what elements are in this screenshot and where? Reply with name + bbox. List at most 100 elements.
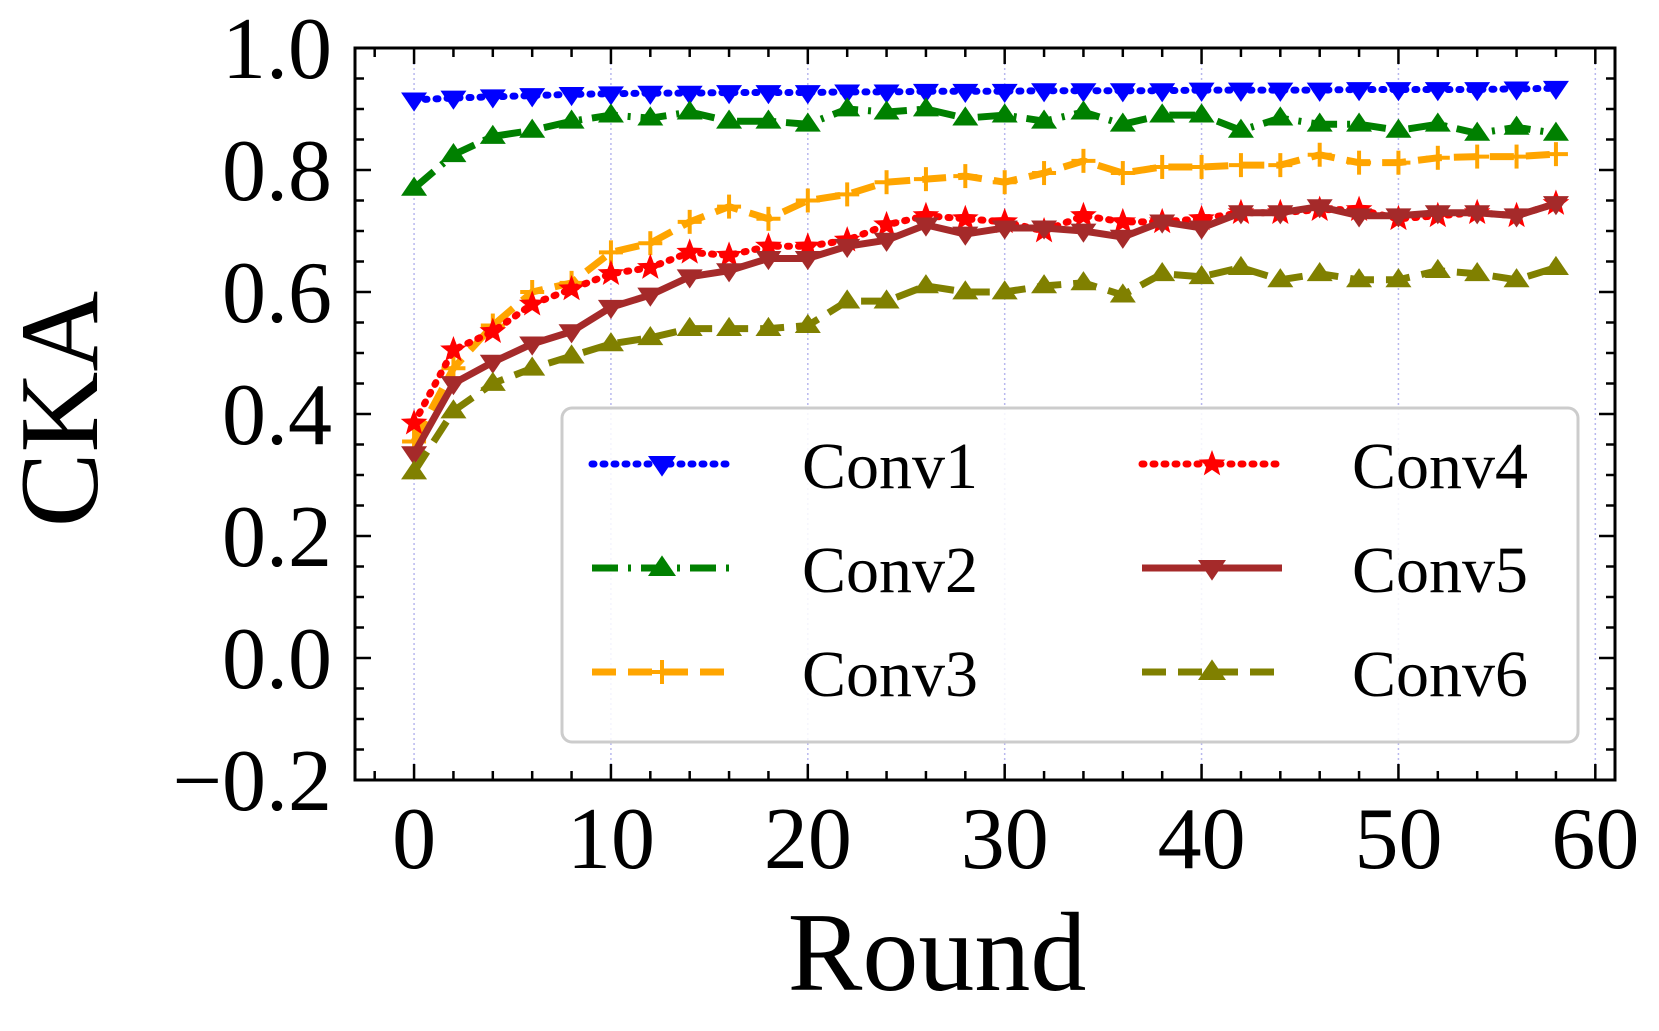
- series-conv5: [401, 196, 1569, 466]
- data-point: [834, 238, 861, 258]
- y-tick-label: 1.0: [222, 1, 332, 98]
- data-point: [597, 259, 625, 286]
- legend-label: Conv6: [1352, 638, 1528, 711]
- data-point: [794, 85, 821, 105]
- data-point: [1149, 261, 1176, 282]
- data-point: [1188, 103, 1215, 123]
- data-point: [912, 83, 939, 104]
- data-point: [1070, 271, 1097, 291]
- legend-item-conv5: Conv5: [1142, 534, 1528, 607]
- data-point: [1149, 103, 1176, 123]
- data-point: [716, 316, 743, 337]
- data-point: [794, 251, 821, 271]
- data-point: [873, 232, 900, 252]
- data-point: [834, 289, 861, 309]
- x-tick-label: 40: [1158, 791, 1246, 888]
- data-point: [1188, 82, 1215, 102]
- data-point: [1031, 109, 1058, 129]
- data-point: [1542, 255, 1569, 276]
- data-point: [912, 217, 939, 237]
- legend-label: Conv4: [1352, 430, 1528, 503]
- data-point: [953, 164, 978, 189]
- data-point: [1032, 161, 1057, 186]
- legend-box: [560, 406, 1580, 744]
- data-point: [991, 220, 1018, 240]
- data-point: [755, 109, 782, 129]
- data-point: [1268, 153, 1293, 178]
- data-point: [638, 231, 663, 256]
- legend-marker: [1198, 659, 1226, 680]
- data-point: [519, 336, 546, 356]
- legend-label: Conv1: [802, 430, 978, 503]
- data-point: [913, 167, 938, 192]
- data-point: [1504, 144, 1529, 169]
- data-point: [1307, 142, 1332, 167]
- data-point: [1385, 118, 1412, 138]
- y-tick-label: 0.6: [222, 245, 332, 342]
- data-point: [637, 106, 664, 126]
- data-point: [1424, 82, 1451, 102]
- data-point: [716, 85, 743, 105]
- data-point: [1228, 153, 1253, 178]
- data-point: [1503, 115, 1530, 135]
- data-point: [1070, 201, 1097, 228]
- data-point: [716, 263, 743, 283]
- data-point: [1345, 195, 1373, 221]
- data-point: [1464, 82, 1491, 102]
- data-point: [401, 92, 428, 112]
- data-point: [401, 460, 428, 480]
- data-point: [755, 316, 782, 337]
- data-point: [558, 109, 585, 129]
- x-tick-label: 60: [1551, 791, 1639, 888]
- data-point: [1347, 150, 1372, 175]
- data-point: [952, 83, 979, 104]
- data-point: [835, 182, 860, 207]
- series-layer: [400, 80, 1570, 480]
- data-point: [794, 232, 822, 258]
- x-tick-label: 50: [1354, 791, 1442, 888]
- data-point: [1346, 268, 1373, 288]
- data-point: [1109, 83, 1136, 103]
- data-point: [440, 399, 467, 419]
- data-point: [1306, 261, 1333, 282]
- data-point: [637, 253, 664, 279]
- series-conv1: [401, 80, 1569, 112]
- data-point: [1227, 118, 1254, 138]
- data-point: [833, 226, 861, 252]
- data-point: [1188, 265, 1215, 285]
- data-point: [676, 269, 703, 289]
- data-point: [1542, 196, 1569, 216]
- data-point: [676, 238, 703, 264]
- data-point: [755, 251, 782, 271]
- legend-item-conv6: Conv6: [1142, 638, 1528, 711]
- data-point: [1188, 220, 1215, 240]
- data-point: [1267, 106, 1294, 126]
- data-point: [1070, 223, 1097, 243]
- series-conv2: [401, 97, 1569, 196]
- data-point: [1110, 161, 1135, 186]
- data-point: [716, 109, 743, 129]
- data-point: [912, 201, 940, 228]
- data-point: [479, 371, 506, 391]
- data-point: [1109, 283, 1136, 303]
- data-point: [952, 280, 979, 300]
- data-point: [1464, 205, 1491, 225]
- data-point: [1188, 204, 1215, 231]
- data-point: [440, 376, 467, 396]
- legend-item-conv2: Conv2: [592, 534, 978, 607]
- data-point: [401, 176, 428, 196]
- data-point: [518, 290, 546, 316]
- legend-marker: [1198, 450, 1226, 476]
- data-point: [1109, 229, 1136, 249]
- y-tick-label: 0.0: [222, 611, 332, 708]
- data-point: [1464, 261, 1491, 282]
- legend-item-conv3: Conv3: [592, 638, 978, 711]
- data-point: [874, 170, 899, 195]
- data-point: [1227, 255, 1254, 276]
- axes-layer: 0 10 20 30 40 50 60 −0.2 0.0 0.2 0.4 0.6 0.8 1.0: [172, 1, 1639, 888]
- data-point: [479, 317, 507, 343]
- data-point: [479, 354, 506, 374]
- data-point: [1031, 220, 1058, 240]
- data-point: [519, 356, 546, 376]
